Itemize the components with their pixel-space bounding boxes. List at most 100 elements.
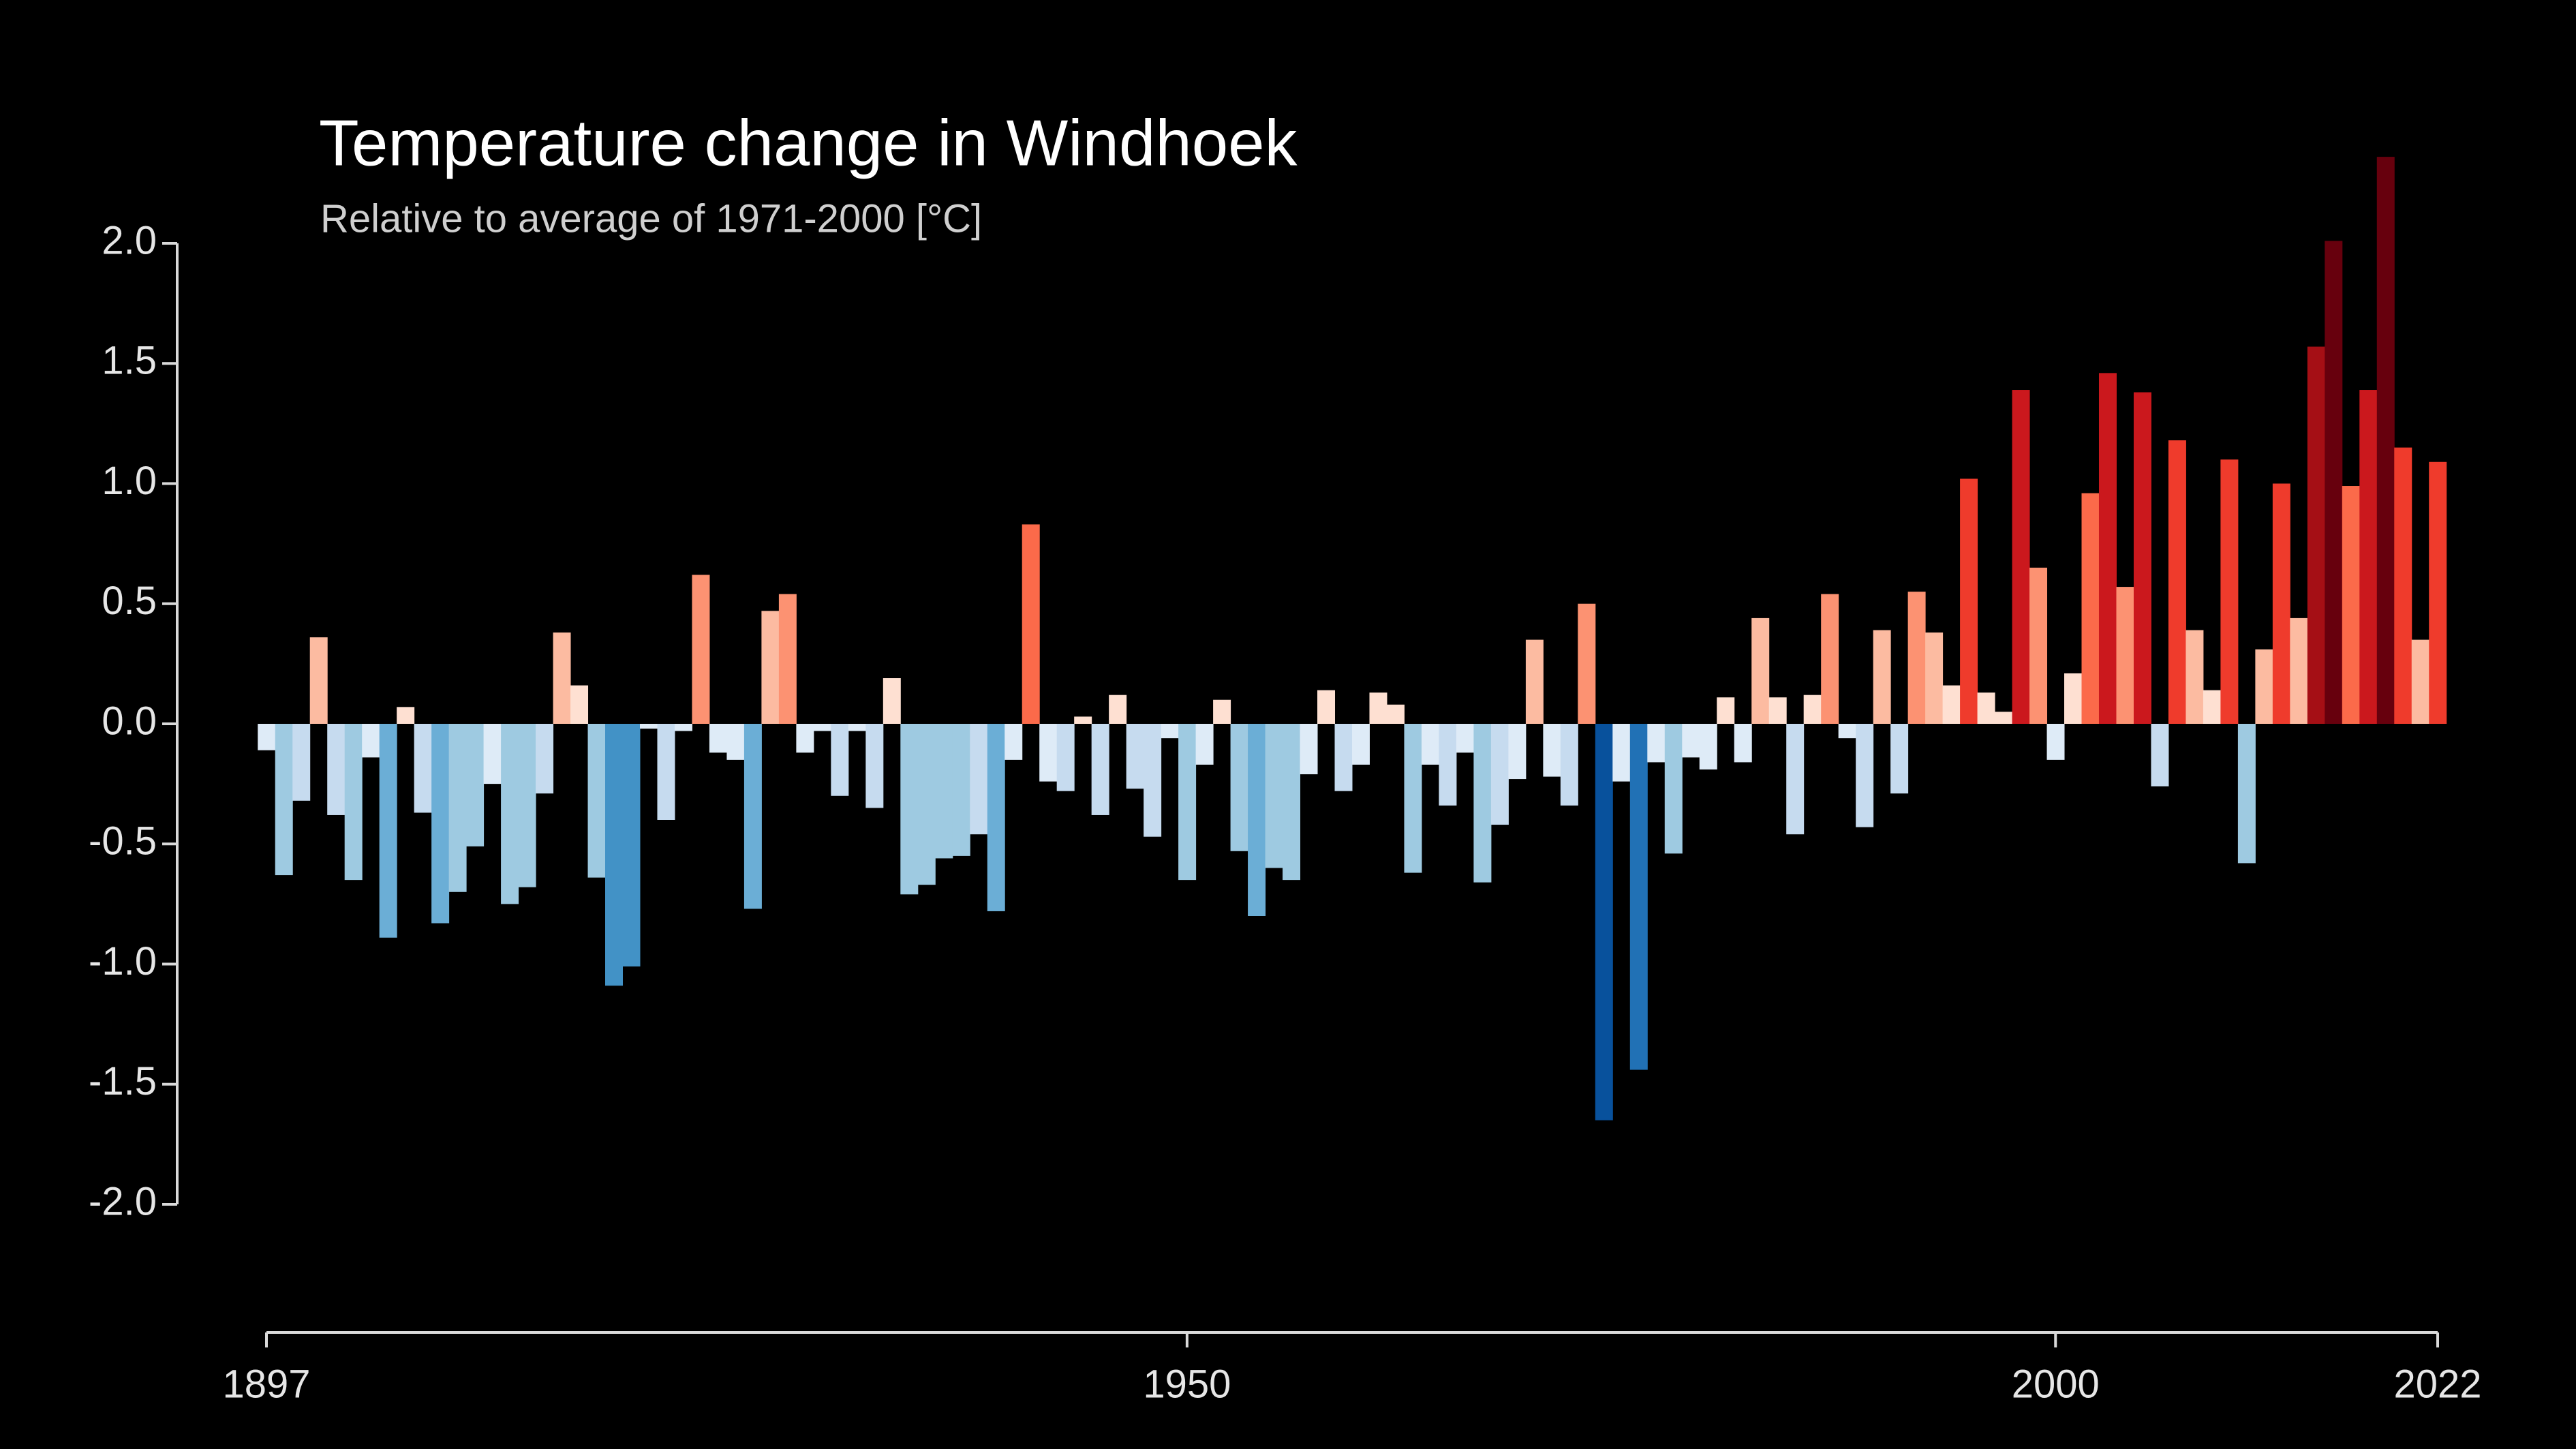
bar <box>1578 603 1596 724</box>
y-tick-label: 1.0 <box>102 459 157 503</box>
bar <box>1421 724 1439 765</box>
bar <box>570 685 589 724</box>
x-tick-label: 1897 <box>222 1362 310 1406</box>
bar <box>1144 724 1162 837</box>
bar <box>1195 724 1214 765</box>
x-tick-label: 2000 <box>2012 1362 2100 1406</box>
bar <box>1595 724 1613 1120</box>
bar <box>2255 649 2273 724</box>
bar <box>2168 440 2186 724</box>
bar <box>2411 639 2429 724</box>
bar <box>883 678 901 724</box>
bar <box>970 724 988 835</box>
bar <box>292 724 311 801</box>
bar <box>605 724 624 986</box>
bar <box>2394 447 2412 724</box>
bar <box>1995 712 2013 724</box>
bar <box>743 724 762 909</box>
bar <box>778 594 797 724</box>
bar <box>1768 697 1787 724</box>
bar <box>2029 567 2048 724</box>
bar <box>553 632 571 724</box>
bar <box>1039 724 1058 782</box>
bar <box>1439 724 1457 806</box>
bar <box>1942 685 1961 724</box>
bar <box>2098 373 2117 724</box>
y-tick-label: 1.5 <box>102 339 157 383</box>
bar <box>1230 724 1248 851</box>
bar <box>309 637 328 724</box>
bar <box>831 724 849 796</box>
bar <box>1109 695 1127 724</box>
y-tick-label: -1.0 <box>89 939 157 983</box>
y-tick-label: 2.0 <box>102 218 157 262</box>
bar <box>431 724 450 924</box>
y-tick-label: 0.5 <box>102 579 157 623</box>
bar <box>2325 241 2343 724</box>
bar <box>1803 695 1822 724</box>
chart-title: Temperature change in Windhoek <box>319 106 1298 179</box>
bar <box>1283 724 1301 881</box>
bar <box>1647 724 1666 763</box>
bar <box>674 724 692 731</box>
bar <box>536 724 554 794</box>
bar <box>1022 524 1040 724</box>
bar <box>1352 724 1370 765</box>
bar <box>2237 724 2256 864</box>
bar <box>900 724 919 895</box>
bar <box>1543 724 1561 777</box>
bar <box>2359 390 2378 724</box>
bar <box>1560 724 1578 806</box>
chart-subtitle: Relative to average of 1971-2000 [°C] <box>320 196 982 241</box>
bar <box>1664 724 1683 854</box>
bar <box>639 724 658 729</box>
bar <box>2429 461 2447 724</box>
bar <box>1786 724 1805 835</box>
bar <box>1473 724 1492 883</box>
bar <box>2272 483 2290 724</box>
bar <box>1317 690 1336 724</box>
bar <box>2186 630 2204 724</box>
y-tick-label: -0.5 <box>89 819 157 864</box>
bar <box>796 724 814 753</box>
bar <box>501 724 519 904</box>
x-tick-label: 2022 <box>2393 1362 2481 1406</box>
bar <box>1682 724 1700 758</box>
bar <box>2307 346 2325 724</box>
bar <box>448 724 467 892</box>
bar <box>657 724 675 820</box>
bar <box>1386 704 1405 724</box>
x-tick-label: 1950 <box>1143 1362 1231 1406</box>
bar <box>2342 486 2360 724</box>
bar <box>2203 690 2221 724</box>
bar <box>1525 639 1544 724</box>
bar <box>709 724 727 753</box>
bar <box>622 724 641 967</box>
bar <box>1821 594 1839 724</box>
bar <box>1334 724 1353 791</box>
bar <box>1612 724 1631 782</box>
bar <box>1838 724 1856 739</box>
bar <box>761 611 780 724</box>
bar <box>1213 699 1231 724</box>
bar <box>258 724 276 750</box>
bar <box>1161 724 1179 739</box>
bar <box>1456 724 1474 753</box>
bar <box>1508 724 1527 780</box>
bar <box>2376 157 2395 724</box>
bar <box>397 707 415 724</box>
bar <box>2012 390 2030 724</box>
bar <box>327 724 346 815</box>
bar <box>2290 617 2308 724</box>
bar <box>987 724 1005 911</box>
bar <box>952 724 970 856</box>
bar <box>2220 459 2239 724</box>
bar <box>2064 673 2082 724</box>
bar <box>1873 630 1891 724</box>
bar <box>1856 724 1874 827</box>
bar <box>865 724 884 808</box>
bar <box>1925 632 1944 724</box>
y-tick-label: -2.0 <box>89 1179 157 1223</box>
bar <box>1005 724 1023 760</box>
bar <box>726 724 745 760</box>
